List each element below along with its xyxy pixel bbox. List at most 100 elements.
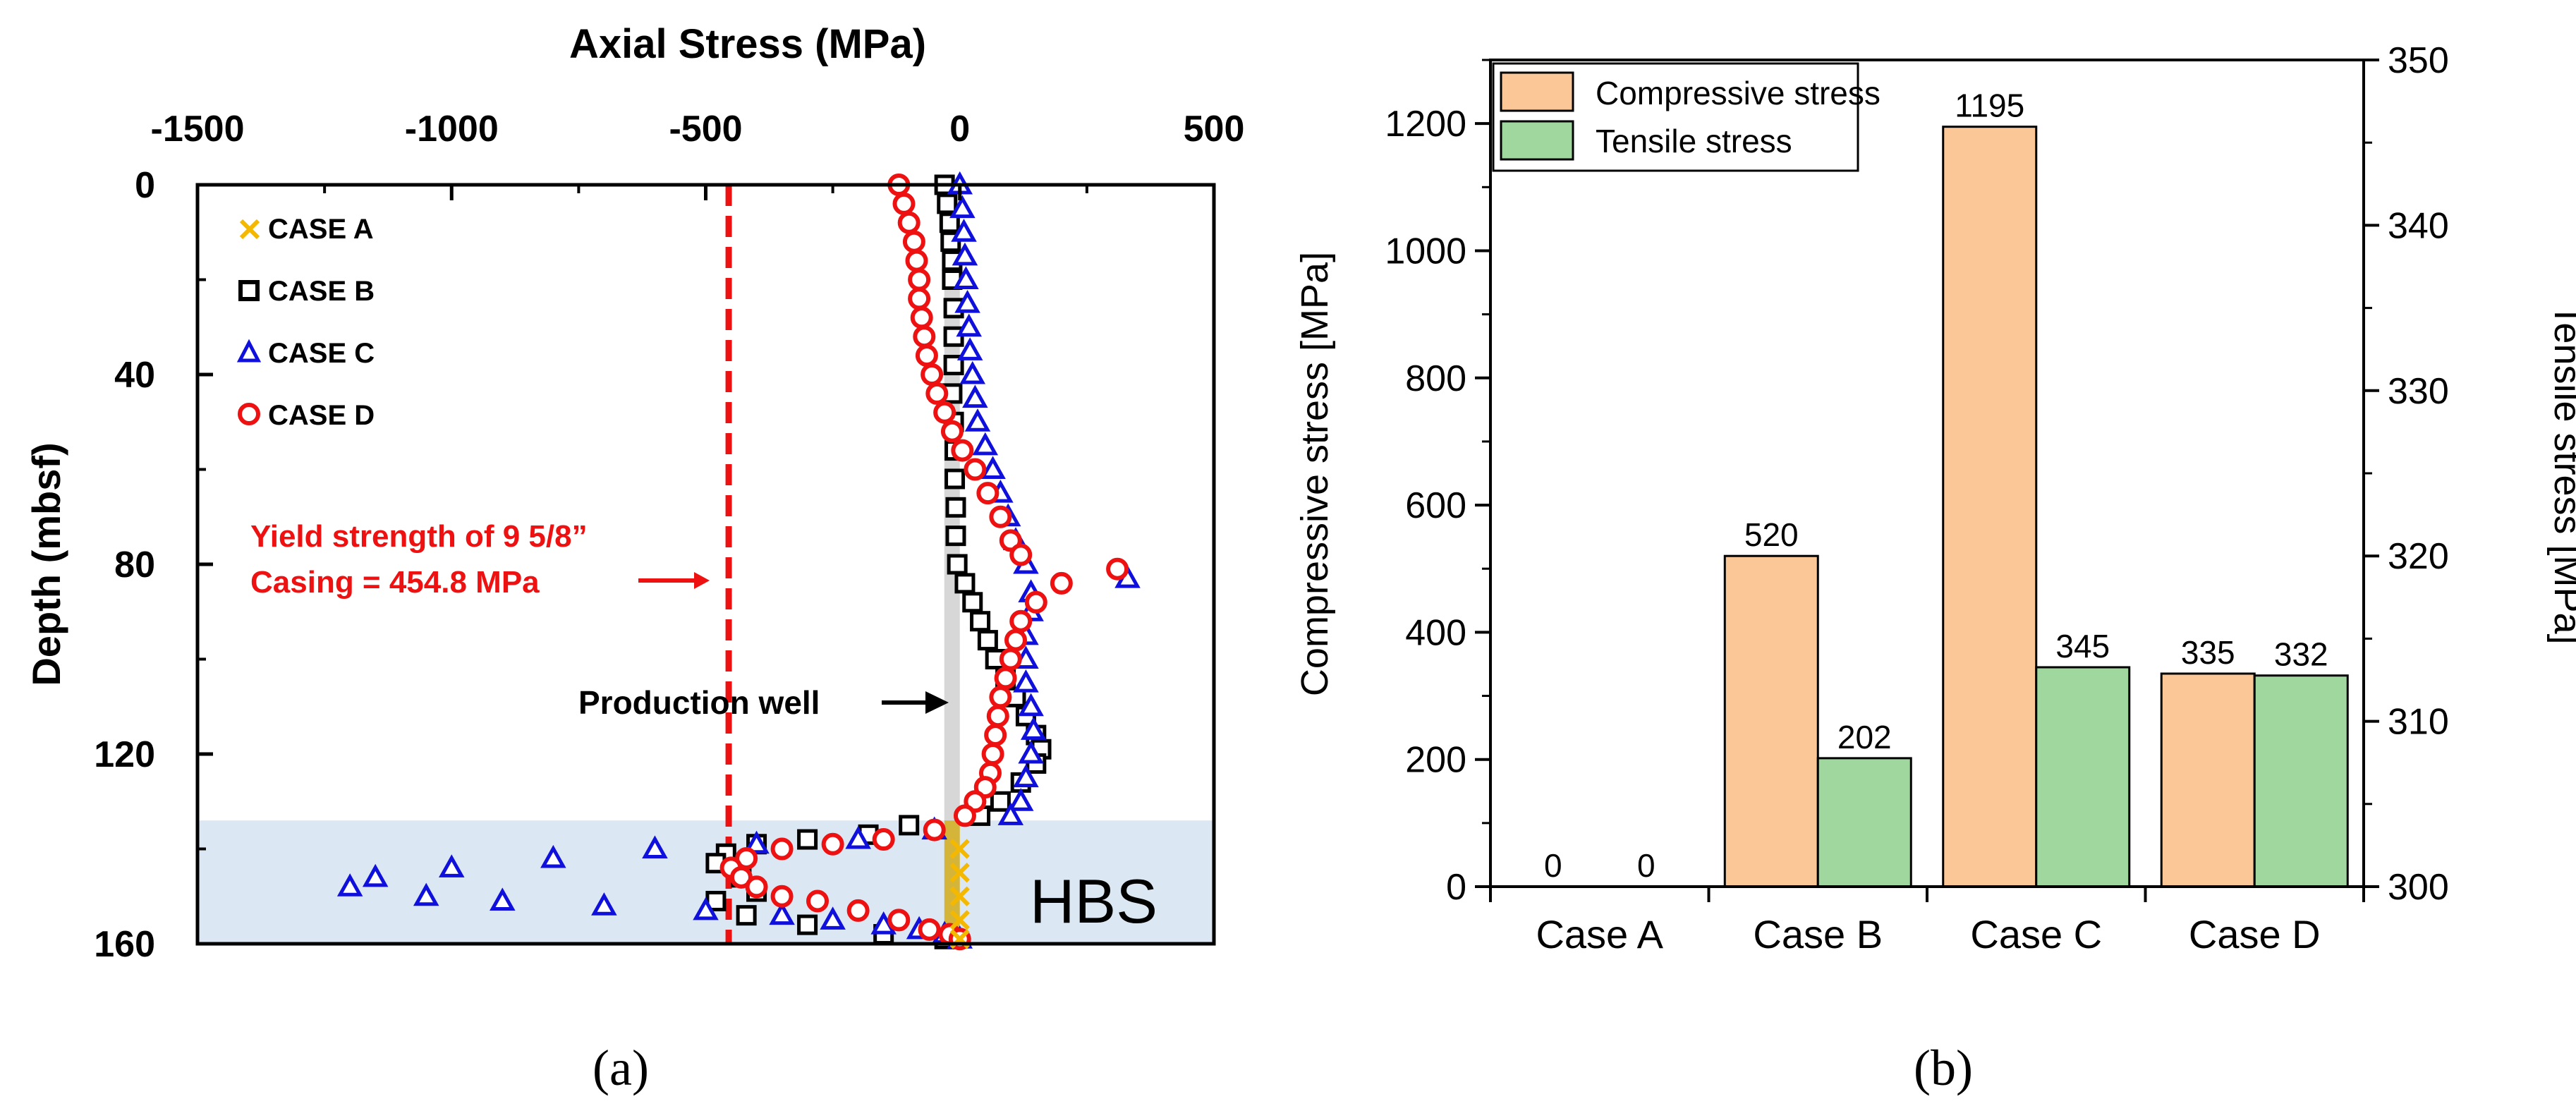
point-case-a (949, 863, 970, 883)
bar-value-label: 332 (2274, 636, 2328, 673)
point-case-a (949, 886, 970, 906)
legend-marker-case-d (238, 403, 260, 425)
point-case-d (933, 401, 956, 424)
production-well-arrow (882, 691, 949, 714)
point-case-d (951, 439, 974, 462)
category-label: Case D (2189, 912, 2321, 956)
point-case-b (970, 611, 991, 632)
point-case-b (990, 791, 1011, 812)
yield-arrow (638, 572, 710, 589)
point-case-c (540, 844, 566, 868)
y-tick-label-a: 120 (94, 734, 155, 775)
point-case-d (923, 818, 946, 841)
legend-marker-case-c (236, 339, 262, 363)
point-case-a (949, 839, 970, 859)
bar-value-label: 335 (2181, 634, 2235, 671)
bar-tensile (1816, 757, 1912, 888)
legend-a: CASE A CASE B CASE C CASE D (236, 214, 375, 431)
point-case-d (745, 875, 768, 899)
y2-axis-title-b: Tensile stress [MPa] (2546, 303, 2576, 644)
category-label: Case A (1536, 912, 1663, 956)
legend-marker-case-a (239, 219, 260, 240)
point-case-d (806, 889, 830, 913)
point-case-d (915, 344, 938, 367)
point-case-d (1009, 543, 1033, 566)
legend-label-tensile: Tensile stress (1596, 123, 1792, 159)
y-tick-label-b: 1000 (1385, 231, 1466, 272)
point-case-b (797, 829, 818, 850)
point-case-b (943, 355, 964, 376)
point-case-b (962, 592, 983, 613)
point-case-c (1018, 693, 1044, 717)
point-case-b (945, 497, 966, 518)
point-case-d (1050, 571, 1073, 595)
bar-tensile (2253, 674, 2349, 888)
x-tick-label-a: 0 (949, 109, 970, 150)
bar-value-label: 520 (1744, 516, 1799, 553)
point-case-c (591, 892, 617, 916)
point-case-d (902, 230, 925, 253)
point-case-b (899, 815, 920, 836)
yield-strength-text-2: Casing = 454.8 MPa (250, 565, 540, 600)
point-case-c (693, 897, 719, 920)
point-case-c (820, 906, 846, 930)
point-case-d (981, 743, 1004, 765)
y-tick-label-a: 80 (114, 545, 155, 585)
y2-tick-label-b: 320 (2388, 536, 2449, 577)
point-case-d (953, 804, 976, 827)
point-case-c (951, 219, 977, 242)
category-label: Case B (1753, 912, 1883, 956)
legend-swatch-compressive (1500, 71, 1574, 112)
y2-tick-label-b: 350 (2388, 40, 2449, 81)
point-case-c (962, 384, 988, 408)
point-case-d (872, 828, 895, 851)
panel-b: 0 0 520 202 1195 345 335 332 Case A Case B Case C… (1294, 40, 2576, 1096)
point-case-c (980, 456, 1006, 479)
point-case-c (956, 337, 983, 360)
x-tick-label-a: 500 (1184, 109, 1245, 150)
point-case-b (945, 525, 966, 547)
point-case-b (954, 573, 976, 594)
point-case-c (1013, 669, 1039, 693)
panel-a: -1500 -1000 -500 0 500 0 40 80 120 160 Axial Stre… (24, 21, 1244, 1096)
bar-value-label: 0 (1544, 847, 1562, 884)
point-case-d (989, 686, 1012, 709)
bar-compressive (1723, 554, 1819, 888)
point-case-c (1007, 788, 1034, 811)
point-case-d (976, 482, 1000, 505)
point-case-b (937, 193, 958, 214)
point-case-d (846, 899, 870, 922)
legend-label-case-a: CASE A (268, 214, 374, 245)
bar-tensile (2035, 666, 2131, 888)
point-case-c (972, 432, 999, 456)
point-case-d (999, 648, 1022, 671)
point-case-b (736, 905, 757, 926)
point-case-b (944, 468, 966, 490)
point-case-c (954, 290, 980, 313)
point-case-d (821, 832, 844, 856)
point-case-d (897, 211, 921, 234)
point-case-d (892, 192, 916, 215)
point-case-d (908, 287, 931, 310)
point-case-c (413, 882, 439, 906)
panel-label-a: (a) (593, 1040, 649, 1096)
point-case-b (947, 554, 968, 575)
point-case-d (905, 249, 928, 272)
point-case-d (989, 505, 1012, 528)
yield-strength-text-1: Yield strength of 9 5/8” (250, 519, 588, 554)
point-case-d (1024, 590, 1047, 614)
point-case-d (910, 306, 933, 329)
bar-compressive (1942, 126, 2038, 888)
y-tick-label-b: 400 (1405, 612, 1466, 653)
point-case-d (770, 837, 794, 861)
point-case-b (977, 630, 998, 651)
x-tick-label-a: -1500 (151, 109, 245, 150)
legend-label-case-b: CASE B (268, 276, 375, 307)
point-case-c (362, 863, 389, 887)
point-case-c (769, 901, 795, 925)
legend-b: Compressive stress Tensile stress (1492, 62, 1881, 172)
point-case-d (770, 885, 794, 908)
legend-label-case-c: CASE C (268, 338, 375, 369)
point-case-c (438, 854, 465, 877)
production-well-label: Production well (578, 684, 820, 721)
